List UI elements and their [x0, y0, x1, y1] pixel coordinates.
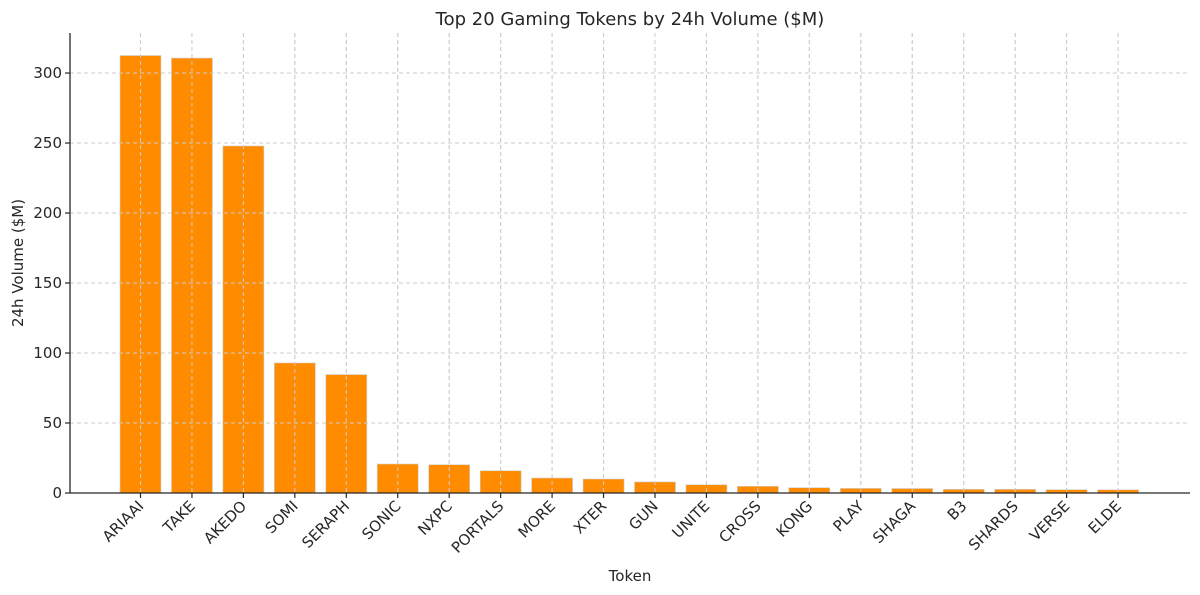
- x-tick-label: SERAPH: [298, 497, 353, 552]
- x-tick-label: NXPC: [414, 497, 456, 539]
- x-axis-label: Token: [608, 567, 652, 585]
- x-tick-label: TAKE: [159, 497, 199, 537]
- x-tick-label: SHAGA: [869, 497, 920, 548]
- x-tick-label: ELDE: [1085, 497, 1125, 537]
- x-tick-label: CROSS: [715, 497, 764, 546]
- y-tick-label: 50: [43, 414, 62, 432]
- x-tick-label: XTER: [570, 497, 610, 537]
- x-tick-label: GUN: [625, 497, 662, 534]
- x-tick-label: SHARDS: [965, 497, 1022, 554]
- x-tick-label: AKEDO: [200, 497, 250, 547]
- y-tick-label: 200: [33, 204, 62, 222]
- y-tick-label: 0: [52, 484, 62, 502]
- x-tick-label: PORTALS: [448, 497, 508, 557]
- y-axis-ticks: 0 50 100 150 200 250 300: [33, 64, 70, 502]
- axes: [69, 33, 1190, 494]
- chart-title: Top 20 Gaming Tokens by 24h Volume ($M): [435, 9, 825, 30]
- x-tick-label: SOMI: [262, 497, 302, 537]
- y-tick-label: 300: [33, 64, 62, 82]
- y-tick-label: 150: [33, 274, 62, 292]
- bars: [119, 55, 1139, 494]
- x-tick-label: MORE: [515, 497, 559, 541]
- x-tick-label: UNITE: [669, 497, 714, 542]
- x-tick-label: VERSE: [1026, 497, 1073, 544]
- y-axis-label: 24h Volume ($M): [9, 199, 27, 327]
- x-tick-label: B3: [944, 497, 971, 524]
- x-tick-label: PLAY: [829, 497, 868, 536]
- y-tick-label: 250: [33, 134, 62, 152]
- x-tick-label: SONIC: [358, 497, 404, 543]
- x-tick-label: KONG: [773, 497, 817, 541]
- x-tick-label: ARIAAI: [99, 497, 147, 545]
- y-tick-label: 100: [33, 344, 62, 362]
